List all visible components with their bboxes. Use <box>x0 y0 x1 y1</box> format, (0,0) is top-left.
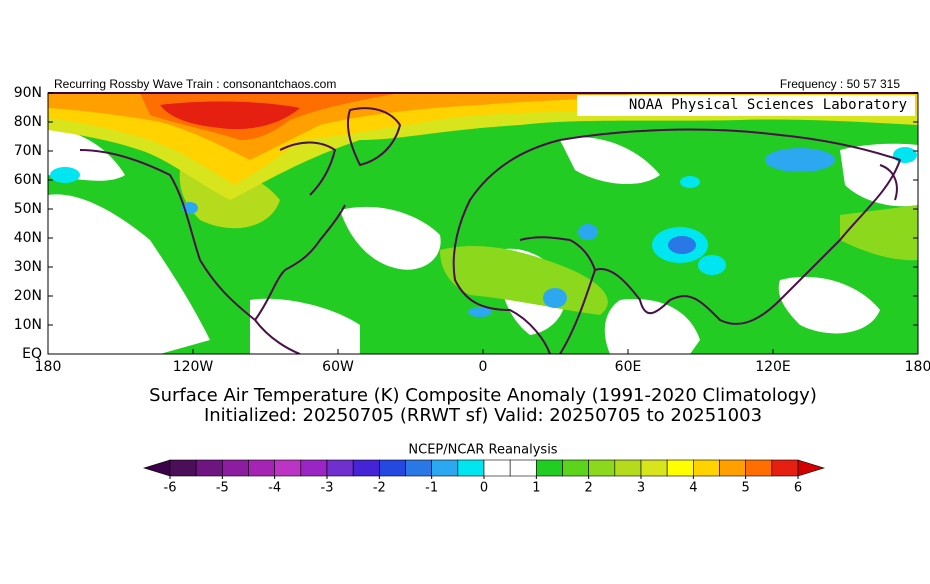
anomaly-region <box>604 299 700 354</box>
lon-label: 120E <box>755 359 791 375</box>
colorbar-box <box>195 459 223 477</box>
header-right: Frequency : 50 57 315 <box>780 77 900 91</box>
colorbar-tick-label: 5 <box>742 481 750 496</box>
anomaly-region <box>560 137 660 185</box>
colorbar-tick-label: -5 <box>216 481 229 496</box>
lat-label: EQ <box>22 346 42 362</box>
colorbar-box <box>693 459 720 477</box>
map: NOAA Physical Sciences Laboratory <box>47 92 919 355</box>
lon-label: 60W <box>322 359 354 375</box>
colorbar-box <box>326 459 354 477</box>
lon-label: 60E <box>615 359 642 375</box>
colorbar-box <box>666 459 694 477</box>
anomaly-region <box>680 176 700 188</box>
colorbar-tick-label: 1 <box>532 481 540 496</box>
anomaly-region <box>578 224 598 240</box>
lat-label: 80N <box>14 114 42 130</box>
colorbar-box <box>222 459 249 477</box>
anomaly-region <box>893 147 917 163</box>
anomaly-region <box>340 206 441 270</box>
colorbar-over <box>797 459 826 477</box>
credit: NOAA Physical Sciences Laboratory <box>629 97 907 113</box>
lat-label: 60N <box>14 172 42 188</box>
anomaly-region <box>50 167 80 183</box>
colorbar-box <box>509 459 537 477</box>
colorbar: -6 -5 -4 -3 -2 -1 0 1 2 3 4 5 6 <box>142 459 826 496</box>
lon-label: 120W <box>173 359 214 375</box>
colorbar-tick-label: -1 <box>425 481 438 496</box>
colorbar-tick-label: 0 <box>480 481 488 496</box>
anomaly-region <box>48 194 210 354</box>
colorbar-box <box>405 459 432 477</box>
colorbar-tick-label: 4 <box>689 481 697 496</box>
colorbar-box <box>562 459 589 477</box>
lat-label: 20N <box>14 288 42 304</box>
colorbar-box <box>536 459 563 477</box>
colorbar-box <box>379 459 406 477</box>
lat-label: 10N <box>14 317 42 333</box>
lon-label: 180 <box>905 359 930 375</box>
colorbar-box <box>771 459 799 477</box>
coastline <box>347 107 401 166</box>
lat-label: 40N <box>14 230 42 246</box>
lat-label: 50N <box>14 201 42 217</box>
lat-label: 70N <box>14 143 42 159</box>
header-left: Recurring Rossby Wave Train : consonantc… <box>54 77 336 91</box>
colorbar-box <box>614 459 642 477</box>
colorbar-box <box>431 459 459 477</box>
anomaly-region <box>778 276 880 334</box>
anomaly-region <box>468 307 492 317</box>
colorbar-box <box>169 459 197 477</box>
coastline <box>452 128 901 354</box>
coastline <box>79 141 346 354</box>
colorbar-under <box>142 459 171 477</box>
colorbar-tick-label: 6 <box>794 481 802 496</box>
anomaly-region <box>668 236 696 254</box>
colorbar-tick-label: -4 <box>268 481 281 496</box>
colorbar-label: NCEP/NCAR Reanalysis <box>408 443 557 458</box>
colorbar-box <box>719 459 746 477</box>
colorbar-box <box>457 459 485 477</box>
colorbar-box <box>300 459 328 477</box>
colorbar-box <box>274 459 302 477</box>
colorbar-box <box>640 459 668 477</box>
anomaly-region <box>250 298 360 354</box>
colorbar-box <box>352 459 380 477</box>
lat-label: 90N <box>14 85 42 101</box>
colorbar-tick-label: 3 <box>637 481 645 496</box>
lon-label: 0 <box>479 359 488 375</box>
colorbar-tick-label: 2 <box>585 481 593 496</box>
title-line-1: Surface Air Temperature (K) Composite An… <box>149 385 817 406</box>
colorbar-box <box>483 459 511 477</box>
colorbar-tick-label: -3 <box>321 481 334 496</box>
coastline <box>879 164 898 201</box>
anomaly-region <box>543 288 567 308</box>
anomaly-region <box>698 255 726 275</box>
colorbar-box <box>588 459 616 477</box>
colorbar-box <box>248 459 275 477</box>
colorbar-tick-label: -2 <box>373 481 386 496</box>
colorbar-tick-label: -6 <box>164 481 177 496</box>
lon-label: 180 <box>35 359 62 375</box>
credit-box <box>577 95 915 116</box>
anomaly-region <box>765 148 835 172</box>
anomaly-region <box>160 101 300 130</box>
lat-label: 30N <box>14 259 42 275</box>
title-line-2: Initialized: 20250705 (RRWT sf) Valid: 2… <box>204 405 762 426</box>
colorbar-box <box>745 459 773 477</box>
